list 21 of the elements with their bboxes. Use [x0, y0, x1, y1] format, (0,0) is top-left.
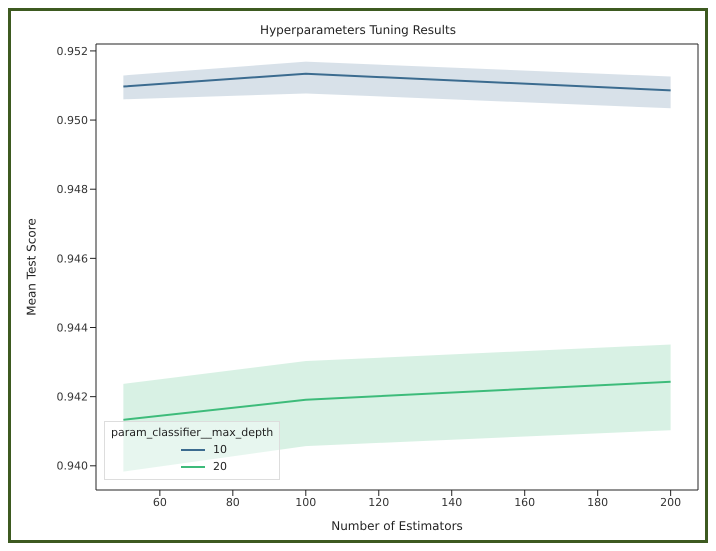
x-tick-label: 80 [226, 496, 240, 509]
legend-title: param_classifier__max_depth [111, 426, 274, 439]
y-tick-label: 0.942 [56, 390, 88, 404]
y-tick-label: 0.940 [56, 460, 88, 473]
y-tick-label: 0.944 [56, 321, 88, 334]
x-axis-title: Number of Estimators [331, 519, 463, 533]
x-tick-label: 120 [368, 496, 390, 509]
legend-label: 10 [213, 443, 227, 456]
x-tick-label: 60 [152, 496, 167, 509]
y-axis-title: Mean Test Score [24, 218, 38, 316]
x-tick-label: 160 [514, 496, 536, 509]
y-tick-label: 0.946 [56, 252, 88, 266]
x-tick-label: 140 [441, 496, 462, 509]
y-tick-label: 0.952 [56, 44, 88, 58]
chart-title: Hyperparameters Tuning Results [259, 23, 457, 37]
x-tick-label: 180 [587, 496, 608, 509]
y-tick-label: 0.948 [56, 183, 88, 196]
y-tick-label: 0.950 [56, 114, 88, 127]
x-tick-label: 100 [295, 496, 316, 509]
x-tick-label: 200 [660, 496, 682, 509]
legend-label: 20 [213, 460, 227, 473]
